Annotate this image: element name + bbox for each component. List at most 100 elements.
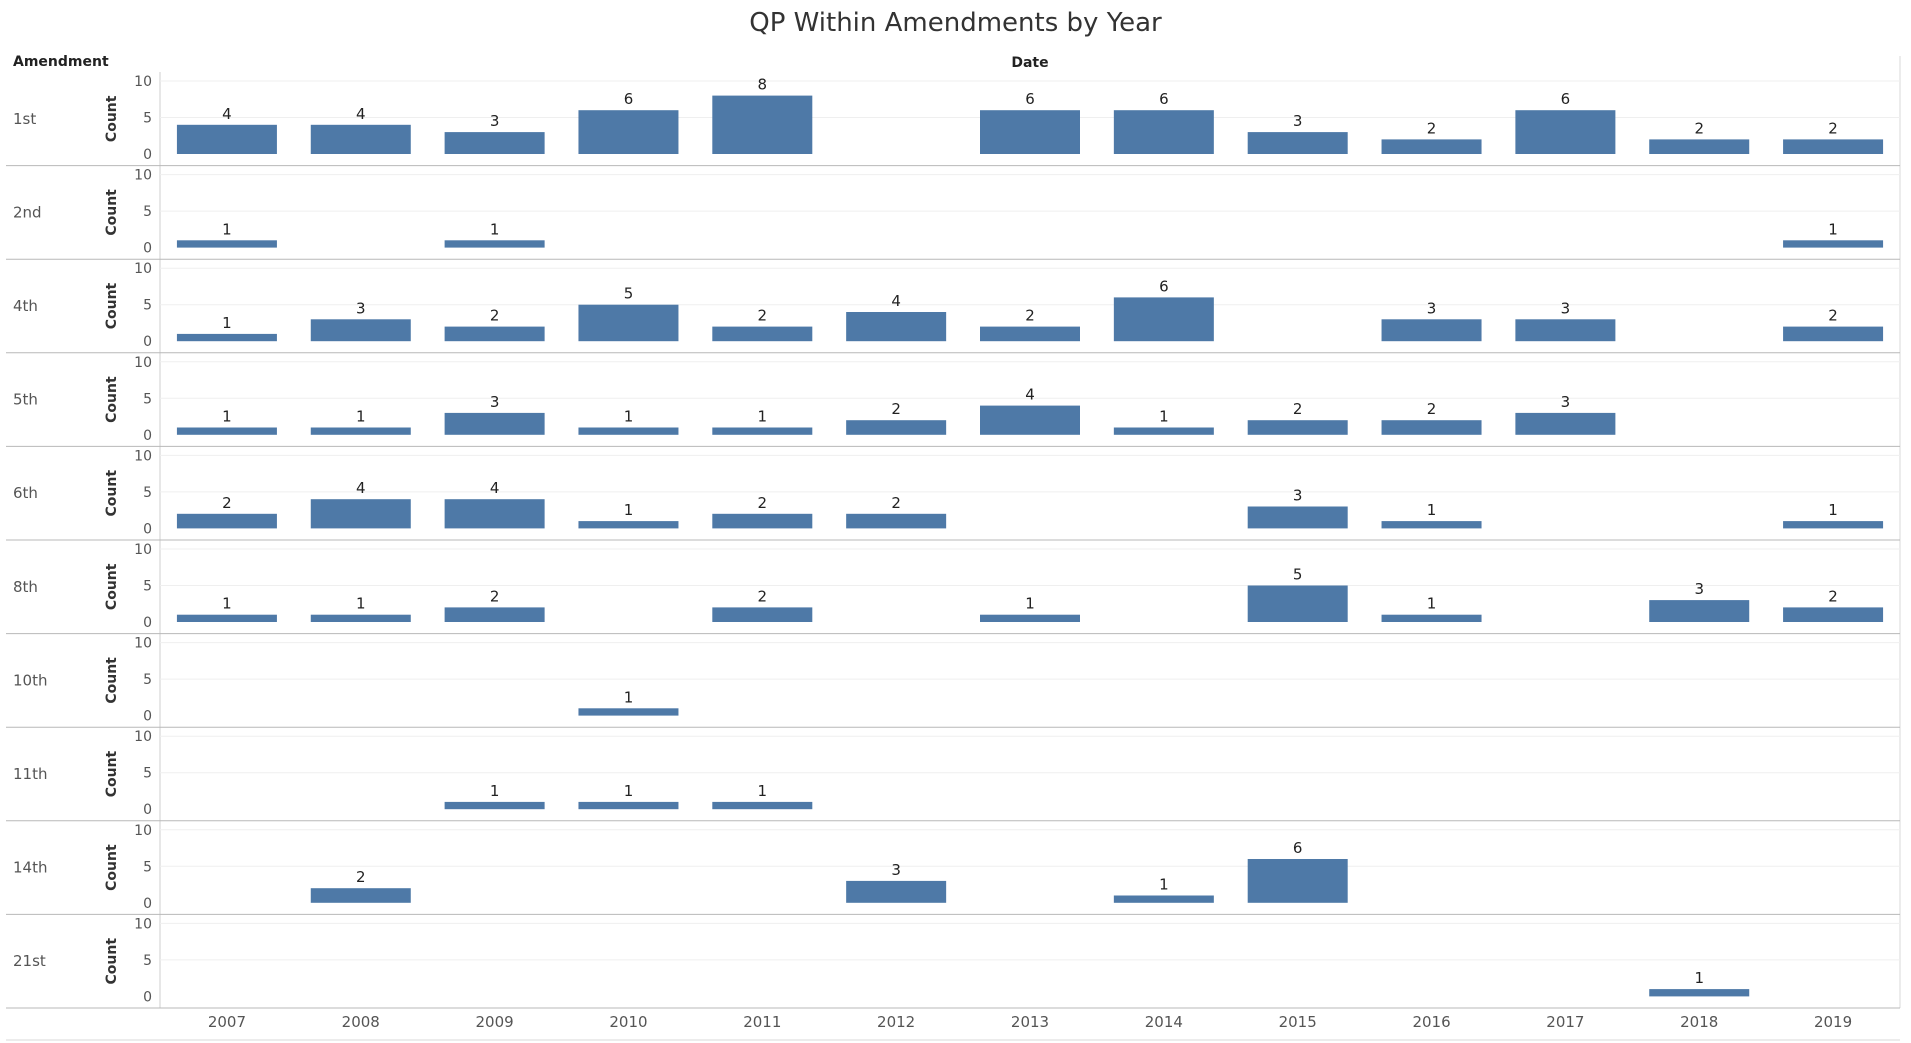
bar-6th-2011 (712, 513, 813, 529)
data-label: 8 (758, 76, 768, 94)
row-label: 6th (13, 484, 38, 502)
data-label: 2 (1694, 119, 1704, 137)
bar-1st-2007 (176, 124, 277, 154)
bar-10th-2010 (578, 708, 679, 716)
y-axis-title: Count (104, 376, 120, 423)
data-label: 1 (490, 220, 500, 238)
x-tick-label: 2013 (1011, 1013, 1049, 1031)
y-tick-label: 10 (134, 74, 152, 90)
y-tick-label: 10 (134, 261, 152, 277)
data-label: 2 (1427, 400, 1437, 418)
bar-1st-2017 (1515, 110, 1616, 154)
bar-4th-2019 (1783, 326, 1884, 342)
y-tick-label: 5 (143, 298, 152, 314)
panel-row-14th: 14th Count 10 5 0 2 3 1 6 (6, 823, 1900, 915)
y-tick-label: 10 (134, 916, 152, 932)
data-label: 1 (624, 782, 634, 800)
row-label: 4th (13, 297, 38, 315)
bar-1st-2009 (444, 132, 545, 154)
panel-row-2nd: 2nd Count 10 5 0 1 1 1 (6, 168, 1900, 260)
data-label: 6 (1159, 90, 1169, 108)
bar-11th-2010 (578, 801, 679, 810)
row-label: 14th (13, 859, 47, 877)
data-label: 1 (1427, 501, 1437, 519)
y-tick-label: 0 (143, 147, 152, 163)
panel-row-1st: 1st Count 10 5 0 4 4 3 6 8 6 6 3 2 6 2 2 (6, 74, 1900, 167)
bar-6th-2008 (310, 499, 411, 529)
bar-1st-2011 (712, 95, 813, 154)
x-tick-label: 2014 (1145, 1013, 1183, 1031)
bar-8th-2018 (1649, 600, 1750, 622)
data-label: 3 (891, 861, 901, 879)
data-label: 1 (624, 688, 634, 706)
y-tick-label: 0 (143, 615, 152, 631)
bar-14th-2015 (1247, 859, 1348, 903)
bar-1st-2016 (1381, 139, 1482, 154)
bar-4th-2017 (1515, 319, 1616, 342)
y-axis-title: Count (104, 844, 120, 891)
data-label: 4 (356, 479, 366, 497)
data-label: 1 (758, 408, 768, 426)
bar-8th-2019 (1783, 607, 1884, 622)
bar-5th-2017 (1515, 412, 1616, 435)
x-tick-label: 2016 (1412, 1013, 1450, 1031)
data-label: 5 (624, 285, 634, 303)
x-tick-label: 2018 (1680, 1013, 1718, 1031)
data-label: 6 (1293, 839, 1303, 857)
y-axis-title: Count (104, 563, 120, 610)
data-label: 2 (1427, 119, 1437, 137)
x-tick-label: 2008 (342, 1013, 380, 1031)
bar-14th-2012 (846, 880, 947, 903)
y-tick-label: 0 (143, 521, 152, 537)
x-tick-label: 2017 (1546, 1013, 1584, 1031)
bar-5th-2014 (1113, 427, 1214, 435)
data-label: 4 (356, 105, 366, 123)
data-label: 1 (222, 314, 232, 332)
bar-4th-2010 (578, 304, 679, 342)
bar-8th-2009 (444, 607, 545, 622)
data-label: 3 (356, 299, 366, 317)
x-tick-label: 2012 (877, 1013, 915, 1031)
panel-row-21st: 21st Count 10 5 0 1 (6, 916, 1900, 1009)
bar-6th-2010 (578, 521, 679, 529)
y-axis-title: Count (104, 189, 120, 236)
row-label: 8th (13, 578, 38, 596)
y-tick-label: 10 (134, 542, 152, 558)
bar-5th-2016 (1381, 420, 1482, 435)
bar-4th-2011 (712, 326, 813, 342)
data-label: 4 (1025, 386, 1035, 404)
data-label: 3 (1561, 393, 1571, 411)
y-axis-title: Count (104, 750, 120, 797)
bar-8th-2016 (1381, 614, 1482, 622)
data-label: 3 (1293, 112, 1303, 130)
row-label: 2nd (13, 203, 42, 221)
data-label: 2 (1025, 307, 1035, 325)
data-label: 3 (1427, 299, 1437, 317)
y-axis-title: Count (104, 938, 120, 985)
data-label: 1 (1427, 595, 1437, 613)
x-tick-label: 2011 (743, 1013, 781, 1031)
y-tick-label: 0 (143, 896, 152, 912)
data-label: 3 (1293, 487, 1303, 505)
row-label: 10th (13, 671, 47, 689)
bar-5th-2010 (578, 427, 679, 435)
bar-5th-2009 (444, 412, 545, 435)
data-label: 1 (624, 501, 634, 519)
data-label: 1 (222, 595, 232, 613)
chart-title: QP Within Amendments by Year (749, 8, 1162, 38)
panel-row-5th: 5th Count 10 5 0 1 1 3 1 1 2 4 1 2 2 3 (6, 355, 1900, 447)
data-label: 2 (891, 494, 901, 512)
data-label: 3 (1561, 299, 1571, 317)
data-label: 1 (624, 408, 634, 426)
data-label: 2 (758, 494, 768, 512)
row-header: Amendment (13, 54, 109, 70)
y-tick-label: 10 (134, 355, 152, 371)
y-tick-label: 0 (143, 802, 152, 818)
bar-1st-2019 (1783, 139, 1884, 154)
y-tick-label: 5 (143, 485, 152, 501)
data-label: 3 (1694, 580, 1704, 598)
data-label: 1 (1025, 595, 1035, 613)
data-label: 3 (490, 393, 500, 411)
data-label: 1 (222, 408, 232, 426)
